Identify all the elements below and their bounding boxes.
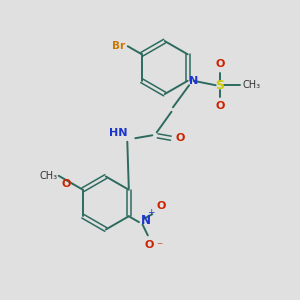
Text: O: O bbox=[215, 101, 225, 111]
Text: O: O bbox=[62, 179, 71, 189]
Text: O: O bbox=[176, 133, 185, 143]
Text: CH₃: CH₃ bbox=[243, 80, 261, 90]
Text: N: N bbox=[189, 76, 198, 86]
Text: +: + bbox=[147, 208, 155, 217]
Text: CH₃: CH₃ bbox=[39, 171, 57, 181]
Text: HN: HN bbox=[109, 128, 127, 138]
Text: O: O bbox=[156, 201, 165, 211]
Text: Br: Br bbox=[112, 41, 125, 51]
Text: O: O bbox=[215, 59, 225, 69]
Text: N: N bbox=[140, 214, 151, 227]
Text: S: S bbox=[216, 79, 225, 92]
Text: ⁻: ⁻ bbox=[156, 240, 162, 253]
Text: O: O bbox=[145, 240, 154, 250]
